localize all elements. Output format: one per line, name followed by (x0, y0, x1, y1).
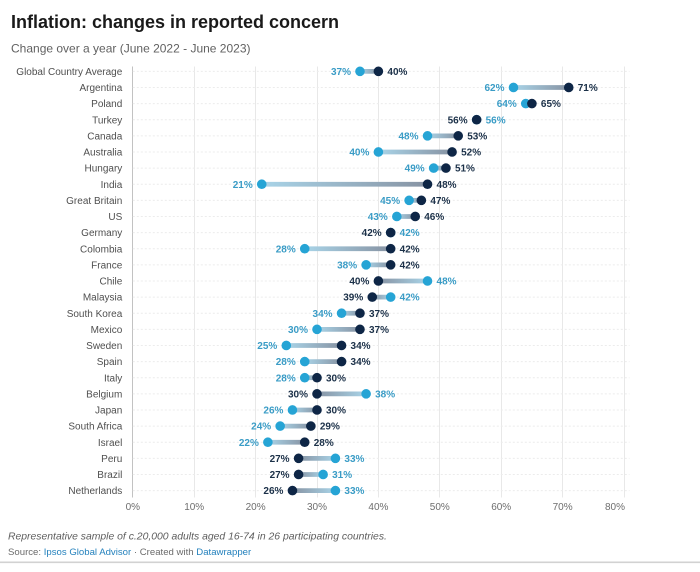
svg-text:27%: 27% (270, 470, 290, 481)
svg-text:33%: 33% (344, 486, 364, 497)
svg-text:Brazil: Brazil (97, 470, 122, 481)
svg-text:20%: 20% (246, 502, 266, 513)
svg-text:South Africa: South Africa (68, 422, 122, 433)
svg-text:Chile: Chile (100, 277, 123, 288)
svg-text:21%: 21% (233, 180, 253, 191)
svg-text:30%: 30% (326, 406, 346, 417)
svg-text:34%: 34% (351, 357, 371, 368)
svg-text:42%: 42% (400, 260, 420, 271)
svg-text:Belgium: Belgium (86, 389, 122, 400)
svg-text:30%: 30% (326, 373, 346, 384)
svg-text:60%: 60% (491, 502, 511, 513)
svg-text:26%: 26% (263, 406, 283, 417)
svg-text:40%: 40% (387, 67, 407, 78)
svg-text:India: India (101, 180, 123, 191)
svg-text:37%: 37% (369, 309, 389, 320)
svg-text:27%: 27% (270, 454, 290, 465)
svg-text:48%: 48% (437, 277, 457, 288)
svg-text:Japan: Japan (95, 406, 122, 417)
svg-text:40%: 40% (349, 148, 369, 159)
svg-text:30%: 30% (288, 389, 308, 400)
svg-text:56%: 56% (448, 115, 468, 126)
svg-text:25%: 25% (257, 341, 277, 352)
svg-text:Representative sample of c.20,: Representative sample of c.20,000 adults… (8, 532, 387, 543)
svg-text:10%: 10% (184, 502, 204, 513)
svg-text:30%: 30% (288, 325, 308, 336)
svg-text:64%: 64% (497, 99, 517, 110)
svg-text:80%: 80% (605, 502, 625, 513)
svg-text:Great Britain: Great Britain (66, 196, 122, 207)
svg-text:42%: 42% (400, 228, 420, 239)
svg-text:48%: 48% (437, 180, 457, 191)
svg-text:Change over a year (June 2022: Change over a year (June 2022 - June 202… (11, 42, 251, 56)
svg-text:33%: 33% (344, 454, 364, 465)
svg-text:49%: 49% (405, 164, 425, 175)
svg-text:30%: 30% (307, 502, 327, 513)
svg-text:42%: 42% (362, 228, 382, 239)
svg-text:38%: 38% (375, 389, 395, 400)
svg-text:Italy: Italy (104, 373, 122, 384)
svg-text:31%: 31% (332, 470, 352, 481)
svg-text:Mexico: Mexico (91, 325, 123, 336)
svg-text:71%: 71% (578, 83, 598, 94)
svg-text:Malaysia: Malaysia (83, 293, 123, 304)
svg-text:46%: 46% (424, 212, 444, 223)
svg-text:48%: 48% (399, 131, 419, 142)
svg-text:28%: 28% (314, 438, 334, 449)
svg-text:45%: 45% (380, 196, 400, 207)
svg-text:US: US (108, 212, 122, 223)
svg-text:France: France (91, 260, 123, 271)
svg-text:Poland: Poland (91, 99, 122, 110)
svg-text:42%: 42% (400, 293, 420, 304)
svg-text:37%: 37% (369, 325, 389, 336)
svg-text:0%: 0% (126, 502, 141, 513)
svg-text:50%: 50% (430, 502, 450, 513)
svg-text:70%: 70% (553, 502, 573, 513)
svg-text:Australia: Australia (83, 148, 122, 159)
svg-text:56%: 56% (486, 115, 506, 126)
svg-text:43%: 43% (368, 212, 388, 223)
svg-text:22%: 22% (239, 438, 259, 449)
svg-text:Turkey: Turkey (92, 115, 122, 126)
svg-text:Hungary: Hungary (84, 164, 122, 175)
svg-text:38%: 38% (337, 260, 357, 271)
svg-text:52%: 52% (461, 148, 481, 159)
svg-text:Argentina: Argentina (79, 83, 122, 94)
svg-text:51%: 51% (455, 164, 475, 175)
svg-text:37%: 37% (331, 67, 351, 78)
svg-text:26%: 26% (263, 486, 283, 497)
svg-text:42%: 42% (400, 244, 420, 255)
svg-text:South Korea: South Korea (67, 309, 123, 320)
svg-text:Inflation: changes in reported: Inflation: changes in reported concern (11, 12, 339, 32)
svg-text:28%: 28% (276, 357, 296, 368)
svg-text:Colombia: Colombia (80, 244, 123, 255)
svg-text:53%: 53% (467, 131, 487, 142)
svg-text:Peru: Peru (101, 454, 122, 465)
svg-text:Spain: Spain (97, 357, 123, 368)
svg-text:40%: 40% (368, 502, 388, 513)
svg-text:34%: 34% (351, 341, 371, 352)
svg-text:28%: 28% (276, 373, 296, 384)
svg-text:Canada: Canada (87, 131, 122, 142)
svg-text:28%: 28% (276, 244, 296, 255)
svg-text:29%: 29% (320, 422, 340, 433)
svg-text:Global Country Average: Global Country Average (16, 67, 122, 78)
svg-text:40%: 40% (349, 277, 369, 288)
svg-text:Israel: Israel (98, 438, 122, 449)
svg-text:Netherlands: Netherlands (68, 486, 122, 497)
svg-text:47%: 47% (430, 196, 450, 207)
svg-text:24%: 24% (251, 422, 271, 433)
svg-text:62%: 62% (484, 83, 504, 94)
svg-text:34%: 34% (313, 309, 333, 320)
svg-text:Sweden: Sweden (86, 341, 122, 352)
svg-text:Source: Ipsos Global Advisor ·: Source: Ipsos Global Advisor · Created w… (8, 547, 252, 558)
svg-text:Germany: Germany (81, 228, 122, 239)
svg-text:65%: 65% (541, 99, 561, 110)
svg-text:39%: 39% (343, 293, 363, 304)
